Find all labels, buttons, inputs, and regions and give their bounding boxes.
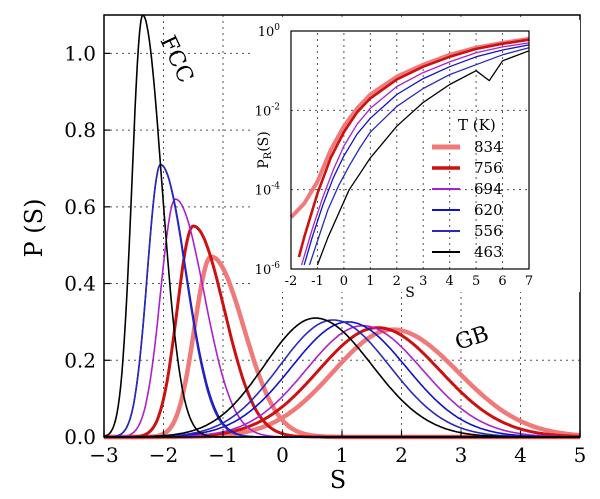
inset-x-tick-label: 6 (498, 274, 506, 289)
main-x-tick-label: 4 (514, 443, 527, 467)
main-y-tick-label: 0.0 (64, 425, 96, 449)
inset-series-556 (308, 47, 530, 266)
legend-label-756: 756 (474, 159, 503, 177)
main-y-tick-label: 0.4 (64, 272, 96, 296)
annotation-fcc: FCC (155, 32, 198, 87)
main-x-tick-label: −3 (89, 443, 118, 467)
inset-series-group (289, 36, 530, 266)
inset-background (250, 20, 580, 292)
main-y-tick-label: 1.0 (64, 41, 96, 65)
inset-x-tick-label: -1 (311, 274, 324, 289)
inset-y-tick-label: 10-6 (255, 261, 281, 278)
main-y-tick-label: 0.8 (64, 118, 96, 142)
legend-label-694: 694 (474, 180, 503, 198)
inset-y-tick-label: 100 (258, 23, 281, 40)
inset-x-tick-label: 0 (340, 274, 348, 289)
inset-x-tick-label: 3 (419, 274, 427, 289)
main-x-tick-label: 5 (574, 443, 587, 467)
legend-label-834: 834 (474, 138, 503, 156)
legend-label-556: 556 (474, 222, 503, 240)
main-x-tick-label: 0 (276, 443, 289, 467)
inset-x-tick-label: 4 (446, 274, 454, 289)
inset-x-tick-label: 2 (393, 274, 401, 289)
annotation-gb: GB (452, 322, 492, 356)
main-x-axis-label: S (330, 466, 346, 494)
main-y-tick-label: 0.2 (64, 348, 96, 372)
main-x-tick-label: 2 (395, 443, 408, 467)
inset-series-463 (316, 50, 530, 266)
main-ticks: −3 −2 −1 0 1 2 3 4 5 0.0 0.2 0.4 0.6 0.8 1.0 (64, 41, 586, 467)
main-x-tick-label: −2 (149, 443, 178, 467)
inset-series-694 (300, 42, 530, 266)
inset-ticks: -2 -1 0 1 2 3 4 5 6 7 100 10-2 10-4 10-6 (255, 23, 533, 289)
main-x-tick-label: 3 (455, 443, 468, 467)
inset-x-tick-label: 7 (525, 274, 533, 289)
inset-x-tick-label: 1 (366, 274, 374, 289)
legend-label-620: 620 (474, 201, 503, 219)
inset-y-axis-label: PR(S) (256, 131, 274, 168)
main-y-axis-label: P (S) (20, 199, 48, 258)
inset-x-axis-label: S (405, 285, 415, 301)
legend-label-463: 463 (474, 243, 503, 261)
legend: T (K) 834 756 694 620 556 463 (432, 116, 503, 261)
inset-y-tick-label: 10-4 (255, 182, 281, 199)
inset-series-620 (303, 44, 530, 266)
inset-x-tick-label: 5 (472, 274, 480, 289)
main-y-tick-label: 0.6 (64, 195, 96, 219)
inset-plot-frame (290, 30, 530, 270)
main-x-tick-label: 1 (336, 443, 349, 467)
inset-y-tick-label: 10-2 (255, 102, 280, 119)
main-x-tick-label: −1 (208, 443, 237, 467)
legend-title: T (K) (458, 116, 496, 134)
inset-x-tick-label: -2 (285, 274, 298, 289)
series-556-gb-peak (104, 319, 580, 438)
inset-series-756 (297, 38, 530, 258)
